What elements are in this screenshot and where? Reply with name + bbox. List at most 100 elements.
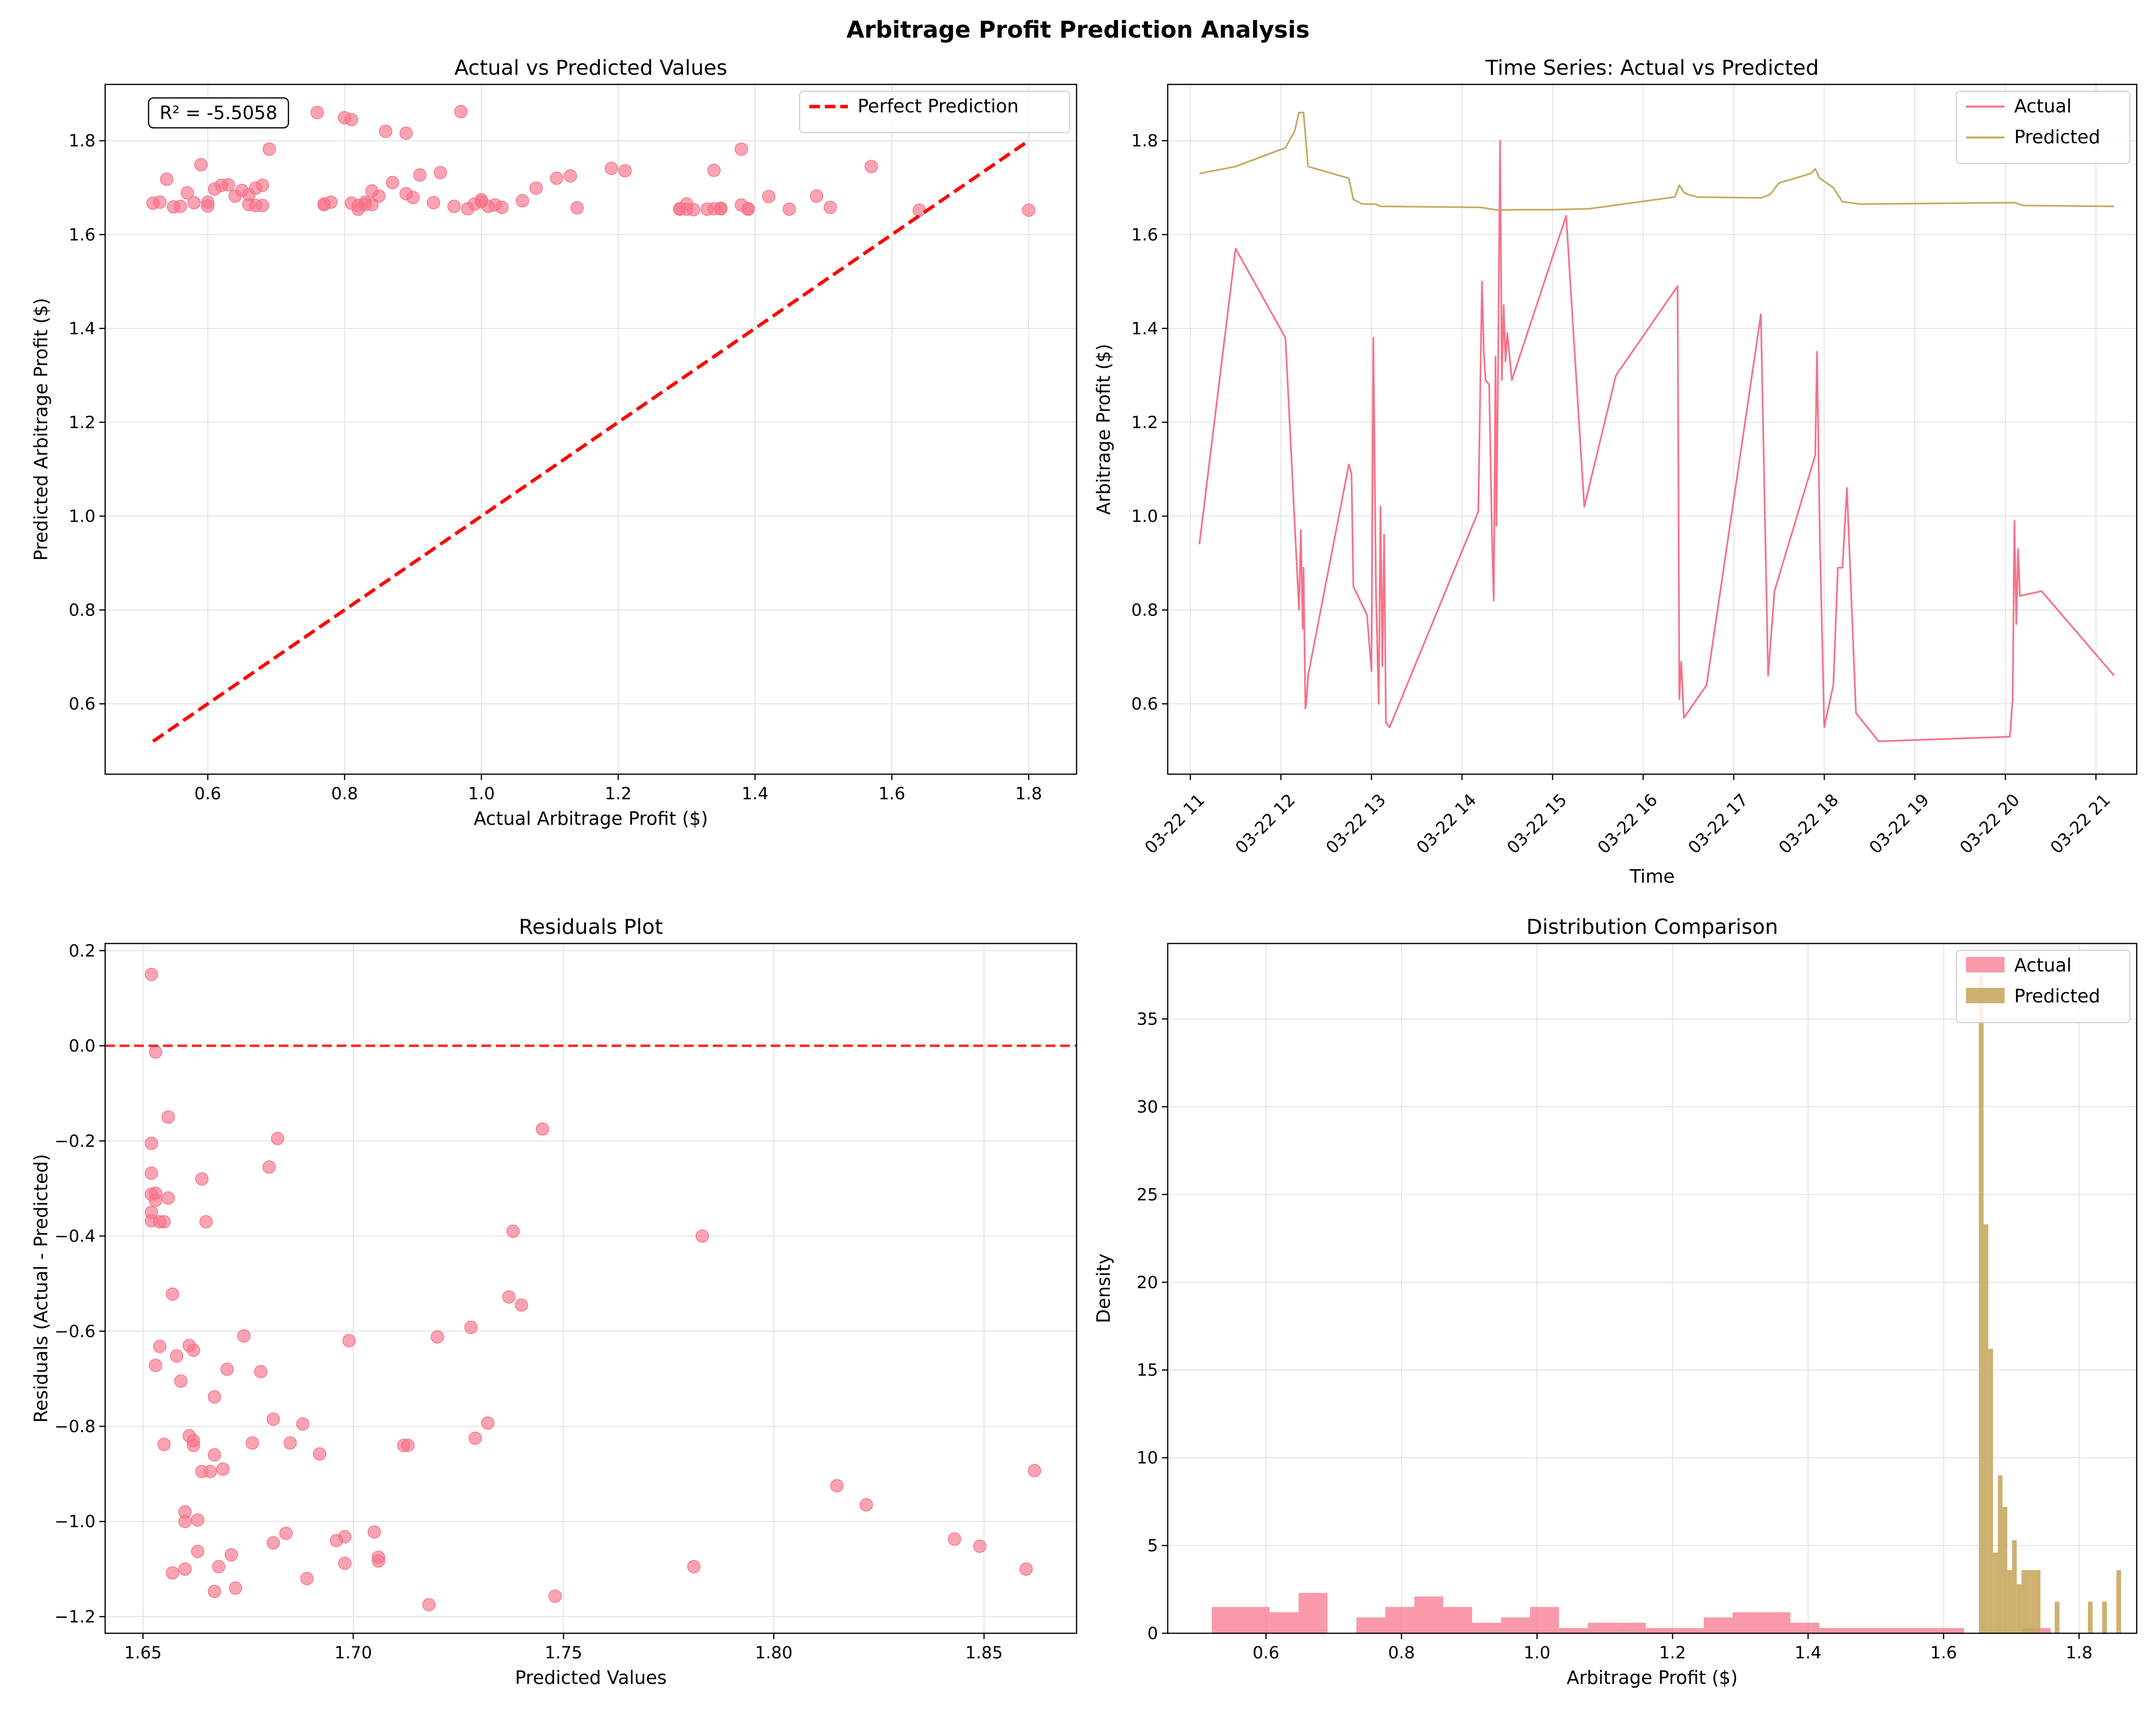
x-axis-label: Time [1629,866,1675,887]
histogram-bar-actual [1819,1628,1849,1633]
residual-point [338,1557,352,1570]
histogram-bar-predicted [1979,975,1984,1633]
figure-title: Arbitrage Profit Prediction Analysis [846,16,1310,43]
histogram-bar-predicted [2055,1601,2060,1633]
scatter-point [160,172,174,186]
y-tick-label: 1.6 [68,225,96,245]
legend-label: Predicted [2014,985,2100,1007]
scatter-point [310,106,324,120]
perfect-prediction-line [152,139,1030,743]
scatter-point [174,200,187,213]
legend: Actual Predicted [1956,91,2130,164]
scatter-point [529,181,543,195]
residual-point [271,1132,285,1146]
x-tick-label: 1.0 [468,784,495,804]
residual-point [266,1412,280,1426]
residual-point [165,1287,179,1301]
residual-point [431,1330,444,1344]
residual-point [145,1166,158,1180]
scatter-point [372,189,386,203]
scatter-point [741,203,755,216]
histogram-bar-predicted [1983,1224,1989,1633]
y-tick-label: 0.2 [68,942,96,961]
residual-point [207,1390,221,1404]
y-tick-label: 35 [1136,1010,1158,1029]
scatter-point [570,201,584,215]
residual-point [696,1229,709,1243]
scatter-point [434,166,447,179]
y-tick-label: 5 [1147,1536,1158,1556]
residual-point [481,1416,495,1430]
x-tick-label: 1.65 [124,1643,162,1663]
residual-point [266,1536,280,1550]
residual-point [254,1365,268,1379]
residual-point [502,1290,516,1304]
scatter-point [495,201,509,214]
histogram-bar-actual [1704,1617,1733,1633]
x-tick-label: 1.8 [1015,784,1042,804]
histogram-bar-actual [1617,1623,1646,1633]
subplot-title: Residuals Plot [519,915,663,939]
legend-label: Perfect Prediction [858,96,1019,117]
x-tick-label: 0.8 [1388,1643,1415,1663]
residual-point [145,968,158,981]
scatter-point [379,124,393,138]
residual-point [313,1447,327,1461]
x-tick-label: 1.0 [1524,1643,1551,1663]
scatter-point [762,190,776,204]
residual-point [535,1122,549,1136]
y-axis-label: Residuals (Actual - Predicted) [30,1154,52,1422]
residual-point [338,1530,352,1544]
residual-point [224,1548,238,1562]
x-tick-label: 1.4 [742,784,769,804]
y-tick-label: 25 [1136,1185,1158,1204]
residual-point [149,1045,163,1059]
scatter-point [201,199,215,213]
histogram-bar-actual [1761,1612,1791,1633]
scatter-point [153,195,167,209]
scatter-point [427,196,440,209]
legend: Perfect Prediction [799,91,1070,133]
scatter-point [344,113,358,126]
residual-point [207,1448,221,1462]
x-tick-label: 1.75 [545,1643,582,1663]
y-tick-label: −0.8 [55,1417,96,1436]
residual-point [830,1479,844,1493]
scatter-point [516,194,529,208]
histogram-bar-actual [1530,1607,1559,1633]
scatter-actual-vs-predicted-panel: 0.6 0.8 1.0 1.2 1.4 1.6 1.8 0.6 0.8 1.0 1.2 1.4 1.6 1… [30,56,1078,829]
scatter-point [714,202,728,216]
x-tick-label: 1.2 [1659,1643,1686,1663]
plot-area [1212,975,2121,1633]
residual-point [162,1191,175,1205]
y-tick-label: 10 [1136,1449,1158,1468]
residual-point [178,1562,192,1576]
annotation-text: R² = -5.5058 [160,102,277,123]
y-tick-label: 1.2 [1131,413,1158,432]
residual-point [237,1329,251,1343]
x-tick-label: 1.8 [2066,1643,2093,1663]
residual-point [165,1566,179,1580]
subplot-title: Time Series: Actual vs Predicted [1485,56,1819,80]
x-axis-label: Actual Arbitrage Profit ($) [474,808,708,829]
histogram-bar-actual [1298,1593,1328,1633]
residual-point [149,1187,163,1200]
y-axis-label: Arbitrage Profit ($) [1093,344,1114,515]
residual-point [506,1224,520,1238]
x-tick-label: 1.2 [605,784,632,804]
y-tick-label: 1.2 [68,413,96,432]
plot-area [146,105,1036,743]
residuals-panel: 1.65 1.70 1.75 1.80 1.85 0.2 0.0 −0.2 −0.4 −0.6 −0… [30,915,1078,1688]
scatter-point [604,162,618,175]
histogram-bar-actual [1241,1607,1270,1633]
residual-point [170,1349,183,1363]
histogram-bar-actual [1906,1628,1936,1633]
residual-point [191,1545,205,1559]
residual-point [464,1321,478,1334]
residual-point [162,1110,175,1124]
histogram-bar-predicted [2102,1601,2107,1633]
scatter-point [447,200,461,213]
histogram-bar-predicted [2116,1570,2121,1633]
scatter-point [707,164,721,177]
residual-point [283,1436,297,1450]
